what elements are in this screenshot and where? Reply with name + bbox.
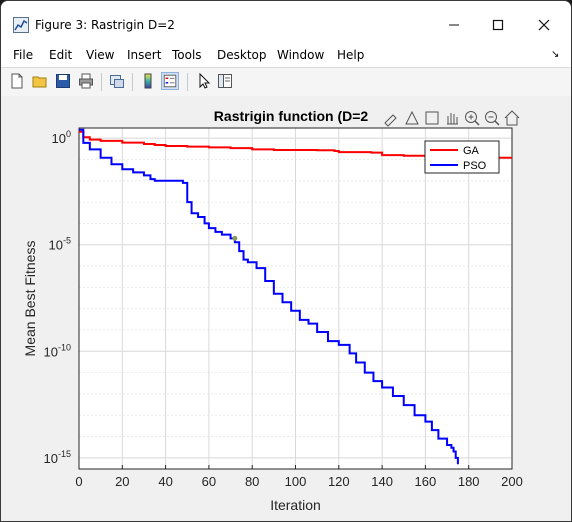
maximize-icon	[492, 19, 504, 31]
minimize-icon	[449, 24, 459, 26]
legend-label-ga: GA	[463, 145, 480, 157]
x-tick-label: 80	[245, 474, 259, 489]
chart-title: Rastrigin function (D=2	[214, 108, 369, 124]
minimize-button[interactable]	[431, 9, 477, 41]
matlab-figure-icon	[13, 17, 29, 33]
maximize-button[interactable]	[475, 9, 521, 41]
property-inspector-icon[interactable]	[216, 72, 234, 90]
series-line-ga	[79, 130, 512, 159]
datatip-icon[interactable]	[405, 110, 419, 125]
legend-label-pso: PSO	[463, 160, 487, 172]
toolbar-separator	[132, 73, 133, 91]
legend: GA PSO	[424, 140, 500, 174]
x-tick-label: 140	[371, 474, 393, 489]
legend-icon[interactable]	[161, 72, 179, 90]
data-marker	[232, 235, 238, 241]
rotate-shape	[425, 111, 439, 125]
datatip-shape	[405, 110, 419, 125]
menu-bar: File Edit View Insert Tools Desktop Wind…	[1, 41, 571, 67]
home-shape	[504, 110, 520, 126]
x-tick-label: 40	[158, 474, 172, 489]
x-tick-label: 160	[415, 474, 437, 489]
menu-view[interactable]: View	[86, 48, 115, 62]
home-icon[interactable]	[504, 110, 520, 126]
zoom-in-icon[interactable]	[465, 111, 480, 126]
y-tick-label: 10-10	[44, 342, 71, 359]
legend-box	[424, 140, 500, 174]
colorbar-icon[interactable]	[139, 72, 157, 90]
y-tick-exponent: -5	[63, 236, 71, 246]
save-icon[interactable]	[54, 72, 72, 90]
toolbar-separator	[187, 73, 188, 91]
y-axis-label: Mean Best Fitness	[22, 241, 38, 357]
x-tick-label: 100	[285, 474, 307, 489]
pointer-icon[interactable]	[195, 72, 213, 90]
print-icon[interactable]	[77, 72, 95, 90]
menu-edit[interactable]: Edit	[49, 48, 73, 62]
title-bar[interactable]: Figure 3: Rastrigin D=2	[1, 1, 571, 41]
close-button[interactable]	[521, 9, 567, 41]
x-tick-label: 120	[328, 474, 350, 489]
brush-shape	[384, 114, 397, 127]
menu-desktop[interactable]: Desktop	[217, 48, 267, 62]
x-tick-label: 60	[202, 474, 216, 489]
x-tick-label: 20	[115, 474, 129, 489]
pan-shape	[447, 113, 458, 125]
dock-arrow-icon[interactable]: ↘	[551, 49, 560, 60]
y-tick-exponent: -15	[58, 449, 71, 459]
pan-icon[interactable]	[447, 113, 458, 125]
new-figure-icon[interactable]	[8, 72, 26, 90]
menu-help[interactable]: Help	[337, 48, 365, 62]
y-tick-label: 10-5	[49, 236, 71, 253]
x-tick-label: 0	[75, 474, 82, 489]
lens-handle	[474, 120, 480, 126]
rotate-icon[interactable]	[425, 111, 439, 125]
menu-insert[interactable]: Insert	[127, 48, 162, 62]
lens-shape	[465, 111, 477, 123]
figure-area: 100 10-5 10-10 10-15 0 20 40 60 80 100 120 140 160 18…	[1, 96, 571, 521]
window-title: Figure 3: Rastrigin D=2	[35, 18, 175, 32]
y-tick-label: 10-15	[44, 449, 71, 466]
y-tick-exponent: 0	[66, 129, 71, 139]
figure-toolbar	[1, 67, 571, 97]
menu-tools[interactable]: Tools	[172, 48, 202, 62]
menu-window[interactable]: Window	[277, 48, 325, 62]
chart-svg[interactable]: 100 10-5 10-10 10-15 0 20 40 60 80 100 120 140 160 18…	[1, 96, 571, 521]
x-axis-label: Iteration	[270, 497, 321, 513]
y-tick-exponent: -10	[58, 342, 71, 352]
y-tick-label: 100	[52, 129, 71, 146]
lens-shape	[485, 111, 497, 123]
brush-icon[interactable]	[384, 114, 397, 127]
x-tick-label: 180	[458, 474, 480, 489]
series-line-pso	[79, 128, 459, 465]
lens-handle	[494, 120, 500, 126]
zoom-out-icon[interactable]	[485, 111, 500, 126]
x-tick-label: 200	[501, 474, 523, 489]
menu-file[interactable]: File	[13, 48, 34, 62]
link-plot-icon[interactable]	[108, 72, 126, 90]
axes-box	[78, 127, 513, 470]
open-file-icon[interactable]	[31, 72, 49, 90]
close-icon	[538, 19, 550, 31]
toolbar-separator	[101, 73, 102, 91]
